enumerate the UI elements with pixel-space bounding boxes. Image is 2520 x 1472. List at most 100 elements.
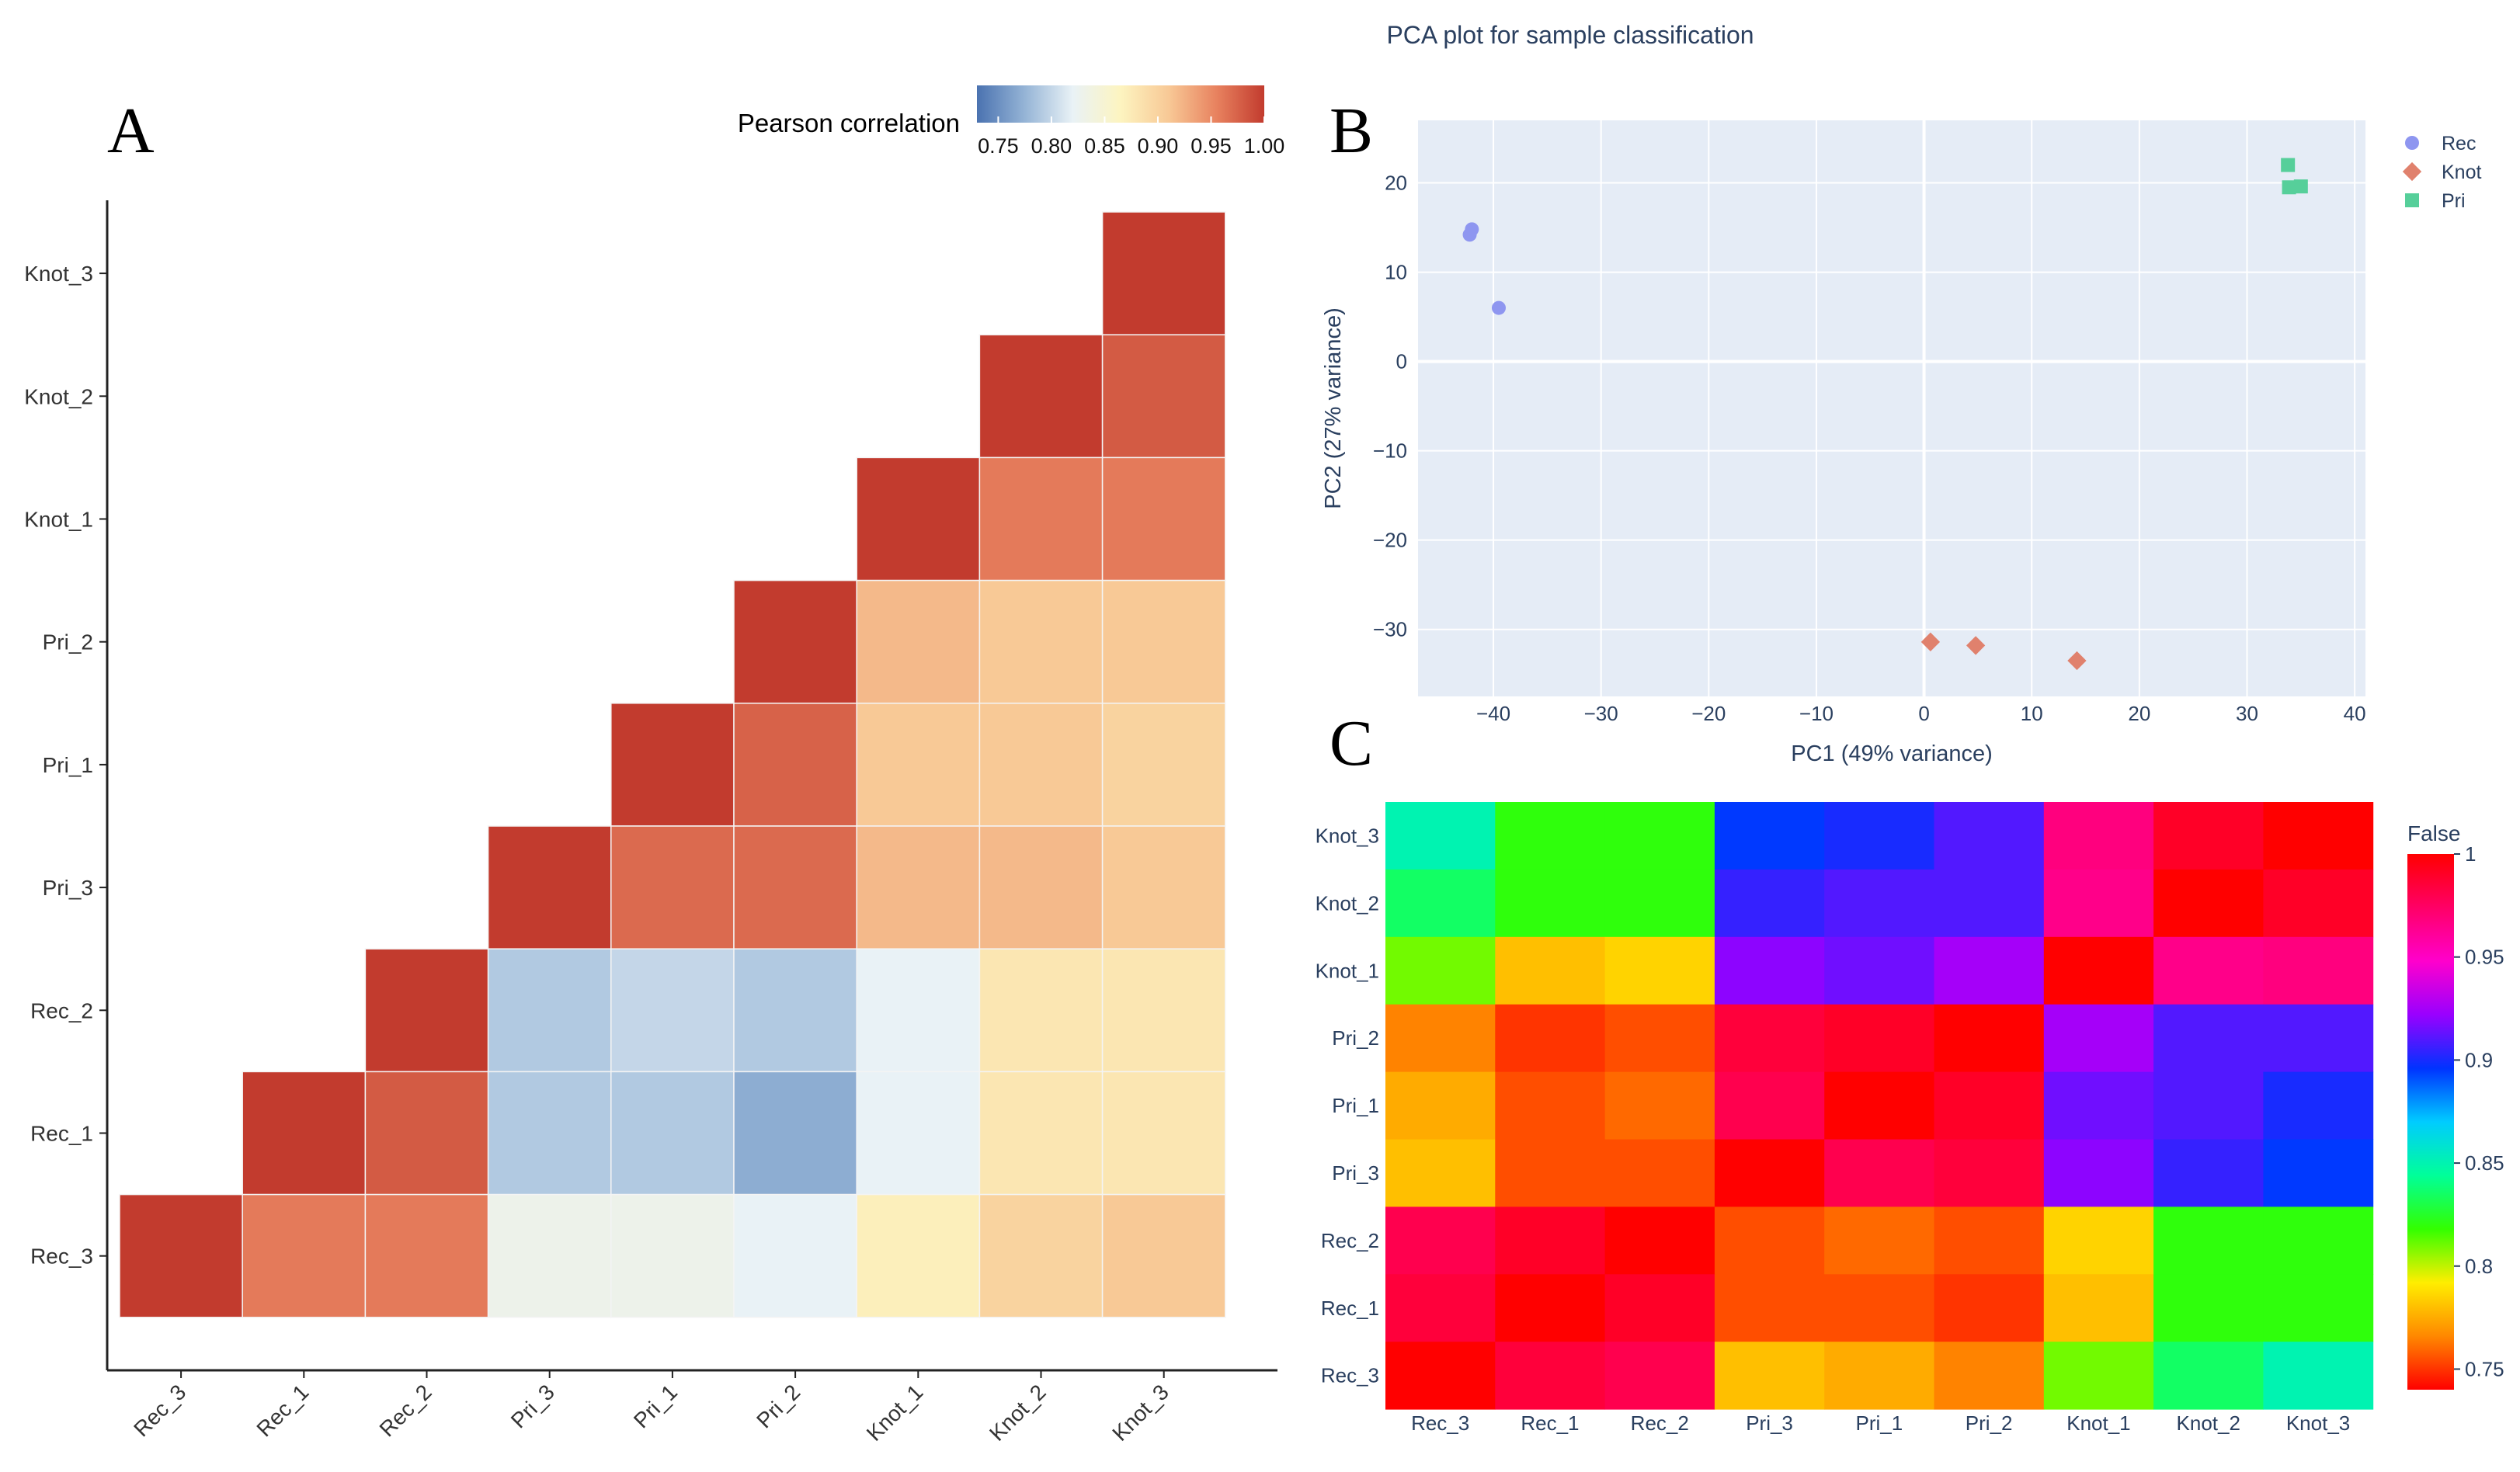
heatmap-c-cell (1495, 936, 1606, 1005)
heatmap-c-y-tick-label: Knot_2 (1316, 891, 1379, 915)
panel-a-cells (119, 211, 1226, 1318)
heatmap-c-cell (1604, 1274, 1715, 1342)
heatmap-c-x-tick-label: Pri_1 (1855, 1411, 1903, 1435)
heatmap-a-cell (856, 825, 981, 950)
heatmap-a-cell (1101, 825, 1226, 950)
heatmap-a-cell (978, 457, 1104, 582)
heatmap-c-cell (2263, 869, 2374, 938)
pca-point-knot (1920, 632, 1941, 651)
heatmap-a-x-tick-label: Knot_1 (862, 1380, 928, 1446)
heatmap-a-x-tick-label: Pri_2 (752, 1380, 805, 1432)
heatmap-a-x-tick-label: Knot_3 (1107, 1380, 1173, 1446)
heatmap-c-cell (1824, 1274, 1934, 1342)
heatmap-a-cell (978, 334, 1104, 459)
heatmap-c-cell (1934, 802, 2045, 870)
heatmap-c-cell (1714, 869, 1825, 938)
colorbar-c-bar (2407, 854, 2454, 1390)
panel-b-grid (1418, 120, 2365, 696)
heatmap-c-cell (1934, 1206, 2045, 1275)
colorbar-c-tick-label: 0.9 (2465, 1048, 2493, 1071)
heatmap-a-cell (1101, 579, 1226, 704)
colorbar-c-tick-label: 0.85 (2465, 1151, 2504, 1175)
heatmap-c-cell (2263, 1274, 2374, 1342)
panel-b-points (1462, 158, 2308, 671)
heatmap-c-cell (2263, 936, 2374, 1005)
heatmap-a-cell (1101, 334, 1226, 459)
panel-b-x-tick-label: −10 (1799, 702, 1834, 725)
heatmap-c-cell (1385, 869, 1496, 938)
heatmap-a-cell (978, 703, 1104, 827)
heatmap-a-cell (733, 579, 857, 704)
heatmap-c-cell (2153, 802, 2264, 870)
heatmap-c-cell (1714, 1206, 1825, 1275)
figure-title: PCA plot for sample classification (1386, 21, 1754, 49)
panel-b-x-tick-label: −30 (1584, 702, 1618, 725)
panel-b-y-tick-label: −30 (1373, 618, 1407, 641)
heatmap-c-cell (1714, 1139, 1825, 1207)
heatmap-a-cell (487, 1071, 612, 1196)
heatmap-c-cell (2043, 1274, 2154, 1342)
heatmap-c-cell (1824, 1004, 1934, 1073)
heatmap-c-cell (1714, 1342, 1825, 1410)
heatmap-c-x-tick-label: Pri_3 (1746, 1411, 1793, 1435)
colorbar-a-tick-label: 1.00 (1244, 134, 1285, 158)
heatmap-c-cell (1714, 936, 1825, 1005)
heatmap-c-cell (1385, 1274, 1496, 1342)
heatmap-c-cell (2043, 802, 2154, 870)
heatmap-a-cell (610, 825, 735, 950)
heatmap-a-cell (119, 1193, 243, 1318)
heatmap-c-cell (2043, 936, 2154, 1005)
panel-b-x-tick-label: 20 (2128, 702, 2150, 725)
heatmap-a-cell (856, 579, 981, 704)
panel-b-x-tick-label: 30 (2236, 702, 2258, 725)
heatmap-a-cell (1101, 211, 1226, 335)
heatmap-c-cell (1495, 1139, 1606, 1207)
heatmap-c-cell (1714, 1071, 1825, 1140)
panel-b-y-label: PC2 (27% variance) (1321, 307, 1346, 509)
panel-b-y-tick-label: 20 (1385, 172, 1407, 195)
panel-c-correlation-heatmap: Knot_3Knot_2Knot_1Pri_2Pri_1Pri_3Rec_2Re… (1316, 802, 2504, 1435)
heatmap-a-cell (1101, 1193, 1226, 1318)
heatmap-c-cell (2043, 1004, 2154, 1073)
heatmap-c-y-tick-label: Rec_3 (1321, 1364, 1379, 1387)
heatmap-a-cell (733, 1193, 857, 1318)
heatmap-c-cell (1824, 1071, 1934, 1140)
panel-b-x-tick-label: 0 (1918, 702, 1929, 725)
heatmap-c-cell (2153, 1139, 2264, 1207)
heatmap-a-cell (978, 1071, 1104, 1196)
heatmap-a-y-tick-label: Rec_1 (30, 1122, 93, 1146)
panel-b-y-tick-label: −20 (1373, 529, 1407, 552)
heatmap-c-cell (1604, 1206, 1715, 1275)
panel-b-pca-scatter: −40 −30 −20 −10 0 10 20 30 40 −30 −20 −10 0 10 20 PC1 … (1321, 120, 2481, 766)
heatmap-c-y-tick-label: Pri_2 (1332, 1026, 1379, 1050)
panel-b-x-tick-label: −40 (1476, 702, 1510, 725)
heatmap-c-cell (1934, 936, 2045, 1005)
heatmap-c-cell (1495, 1071, 1606, 1140)
heatmap-a-cell (1101, 1071, 1226, 1196)
heatmap-c-cell (1934, 1139, 2045, 1207)
heatmap-a-cell (733, 703, 857, 827)
colorbar-c-ticks: 1 0.95 0.9 0.85 0.8 0.75 (2454, 842, 2504, 1380)
heatmap-c-cell (1714, 802, 1825, 870)
heatmap-c-cell (1714, 1274, 1825, 1342)
heatmap-a-y-tick-label: Knot_2 (24, 384, 93, 408)
heatmap-c-cell (1824, 1206, 1934, 1275)
heatmap-c-cell (1495, 869, 1606, 938)
heatmap-c-cell (2263, 1206, 2374, 1275)
heatmap-a-cell (856, 1071, 981, 1196)
heatmap-c-cell (2263, 1139, 2374, 1207)
heatmap-c-cell (2043, 1206, 2154, 1275)
colorbar-c-tick-label: 0.75 (2465, 1357, 2504, 1380)
heatmap-c-cell (2263, 802, 2374, 870)
panel-letter-a: A (107, 95, 155, 167)
heatmap-a-cell (242, 1071, 367, 1196)
heatmap-c-cell (1604, 869, 1715, 938)
panel-c-y-ticks: Knot_3 Knot_2 Knot_1 Pri_2 Pri_1 Pri_3 Rec_2 Re… (1316, 824, 1379, 1387)
heatmap-c-cell (2153, 1071, 2264, 1140)
heatmap-a-cell (856, 457, 981, 582)
heatmap-c-cell (2043, 1071, 2154, 1140)
heatmap-a-cell (978, 579, 1104, 704)
heatmap-a-y-tick-label: Pri_1 (43, 753, 93, 777)
heatmap-a-cell (242, 1193, 367, 1318)
colorbar-a-title: Pearson correlation (738, 109, 960, 137)
